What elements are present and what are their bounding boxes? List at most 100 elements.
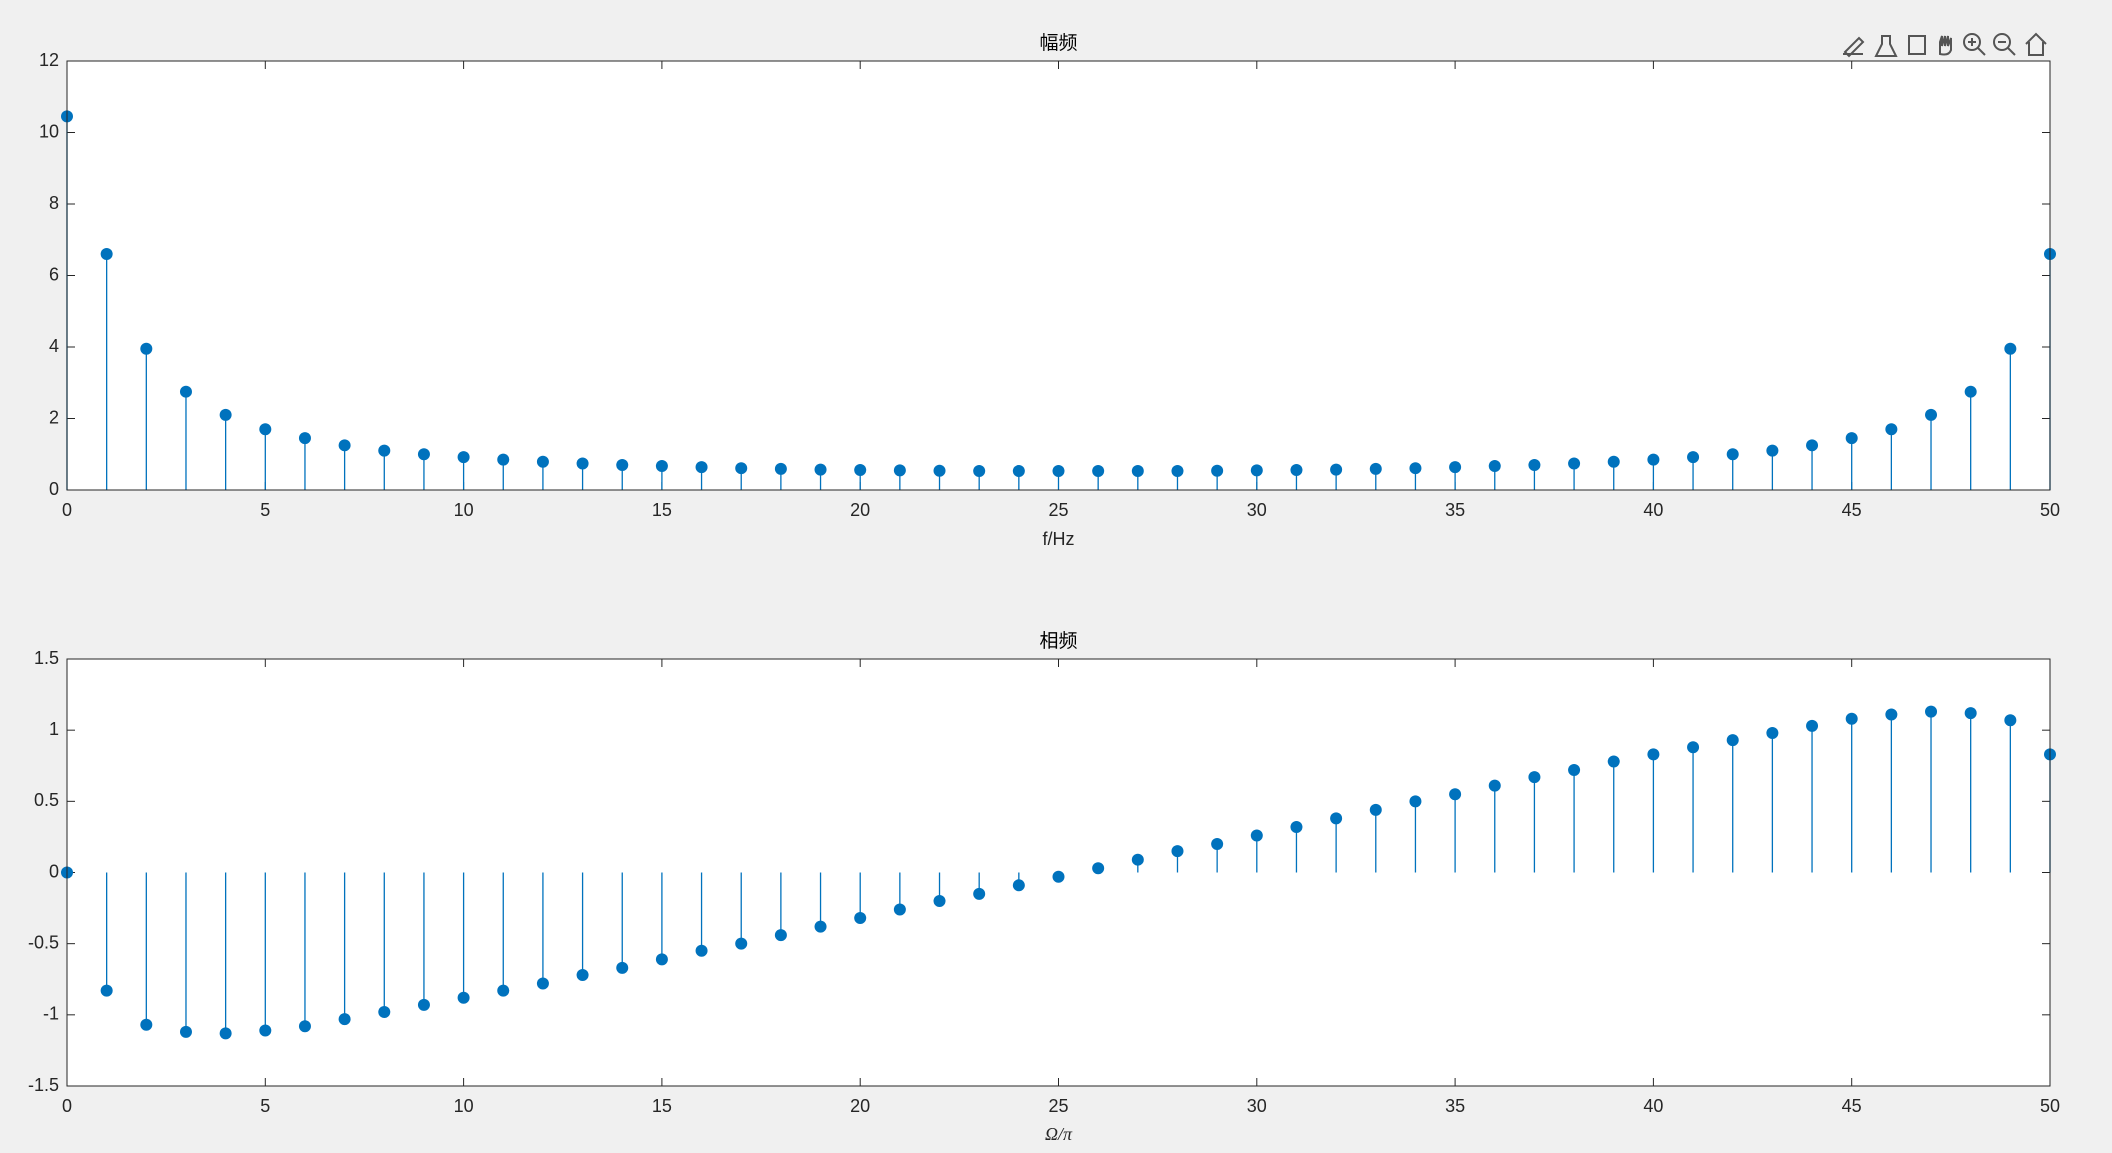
- stem-marker: [536, 977, 549, 990]
- brush-icon[interactable]: [1843, 36, 1865, 58]
- stem-marker: [1925, 705, 1938, 718]
- stem-marker: [100, 248, 113, 261]
- x-tick-label: 30: [1247, 500, 1267, 520]
- y-tick-label: -1: [43, 1004, 59, 1024]
- stem-marker: [1131, 853, 1144, 866]
- zoom-out-icon[interactable]: [1993, 33, 2011, 51]
- stem-marker: [140, 1018, 153, 1031]
- zoom-in-icon[interactable]: [1963, 33, 1981, 51]
- stem-marker: [616, 458, 629, 471]
- stem-marker: [893, 464, 906, 477]
- stem-marker: [497, 984, 510, 997]
- stem-marker: [1607, 755, 1620, 768]
- stem-marker: [576, 457, 589, 470]
- stem-marker: [2004, 714, 2017, 727]
- stem-marker: [1528, 771, 1541, 784]
- stem-marker: [1568, 764, 1581, 777]
- x-axis-label: Ω/π: [1045, 1124, 1073, 1144]
- stem-marker: [1409, 795, 1422, 808]
- stem-marker: [1052, 465, 1065, 478]
- x-tick-label: 35: [1445, 500, 1465, 520]
- stem-marker: [1647, 748, 1660, 761]
- y-tick-label: 0: [49, 479, 59, 499]
- stem-marker: [1885, 708, 1898, 721]
- stem-marker: [1211, 464, 1224, 477]
- x-tick-label: 45: [1842, 1096, 1862, 1116]
- stem-marker: [417, 448, 430, 461]
- stem-marker: [933, 464, 946, 477]
- stem-marker: [338, 1013, 351, 1026]
- stem-marker: [1687, 741, 1700, 754]
- stem-marker: [1528, 458, 1541, 471]
- stem-marker: [1568, 457, 1581, 470]
- stem-marker: [1369, 803, 1382, 816]
- y-tick-label: 4: [49, 336, 59, 356]
- stem-marker: [1052, 870, 1065, 883]
- stem-marker: [219, 408, 232, 421]
- axes: [67, 61, 2050, 490]
- stem-marker: [1171, 465, 1184, 478]
- stem-marker: [1607, 455, 1620, 468]
- home-icon[interactable]: [2025, 32, 2047, 56]
- x-tick-label: 15: [652, 1096, 672, 1116]
- stem-marker: [1092, 465, 1105, 478]
- x-tick-label: 0: [62, 500, 72, 520]
- stem-marker: [298, 1020, 311, 1033]
- stem-marker: [814, 463, 827, 476]
- stem-marker: [1290, 820, 1303, 833]
- chart-title: 相频: [1039, 630, 1077, 652]
- stem-marker: [298, 432, 311, 445]
- stem-marker: [1488, 779, 1501, 792]
- stem-marker: [2004, 342, 2017, 355]
- stem-marker: [854, 463, 867, 476]
- y-tick-label: 10: [39, 121, 59, 141]
- stem-marker: [973, 887, 986, 900]
- axes-box: [66, 658, 2051, 1087]
- y-tick-label: 0.5: [34, 790, 59, 810]
- stem-marker: [1964, 707, 1977, 720]
- x-tick-label: 0: [62, 1096, 72, 1116]
- x-tick-label: 35: [1445, 1096, 1465, 1116]
- stem-marker: [1369, 462, 1382, 475]
- stem-marker: [655, 953, 668, 966]
- stem-marker: [814, 920, 827, 933]
- stem-marker: [457, 991, 470, 1004]
- x-tick-label: 45: [1842, 500, 1862, 520]
- stem-marker: [854, 912, 867, 925]
- data-tip-icon[interactable]: [1874, 35, 1898, 57]
- x-tick-label: 10: [454, 500, 474, 520]
- stem-marker: [1012, 465, 1025, 478]
- stem-marker: [457, 451, 470, 464]
- legend-icon[interactable]: [1908, 35, 1926, 55]
- stem-marker: [1092, 862, 1105, 875]
- x-tick-label: 20: [850, 500, 870, 520]
- stem-marker: [1806, 719, 1819, 732]
- stem-marker: [338, 439, 351, 452]
- stem-marker: [1766, 444, 1779, 457]
- x-tick-label: 40: [1643, 1096, 1663, 1116]
- stem-marker: [695, 461, 708, 474]
- toolbar[interactable]: [1843, 32, 2047, 58]
- stem-marker: [616, 961, 629, 974]
- stem-marker: [1806, 439, 1819, 452]
- stem-marker: [735, 462, 748, 475]
- pan-icon[interactable]: [1939, 35, 1952, 56]
- x-tick-label: 15: [652, 500, 672, 520]
- y-tick-label: 2: [49, 407, 59, 427]
- chart-title: 幅频: [1039, 32, 1077, 54]
- stem-marker: [1250, 829, 1263, 842]
- x-tick-label: 5: [260, 1096, 270, 1116]
- stem-marker: [774, 929, 787, 942]
- stem-marker: [1647, 453, 1660, 466]
- stem-marker: [1964, 385, 1977, 398]
- y-tick-label: -1.5: [28, 1075, 59, 1095]
- stem-marker: [1171, 845, 1184, 858]
- stem-marker: [1211, 838, 1224, 851]
- stem-marker: [695, 944, 708, 957]
- stem-marker: [774, 462, 787, 475]
- x-tick-label: 40: [1643, 500, 1663, 520]
- stem-marker: [1687, 451, 1700, 464]
- stem-marker: [536, 455, 549, 468]
- stem-marker: [735, 937, 748, 950]
